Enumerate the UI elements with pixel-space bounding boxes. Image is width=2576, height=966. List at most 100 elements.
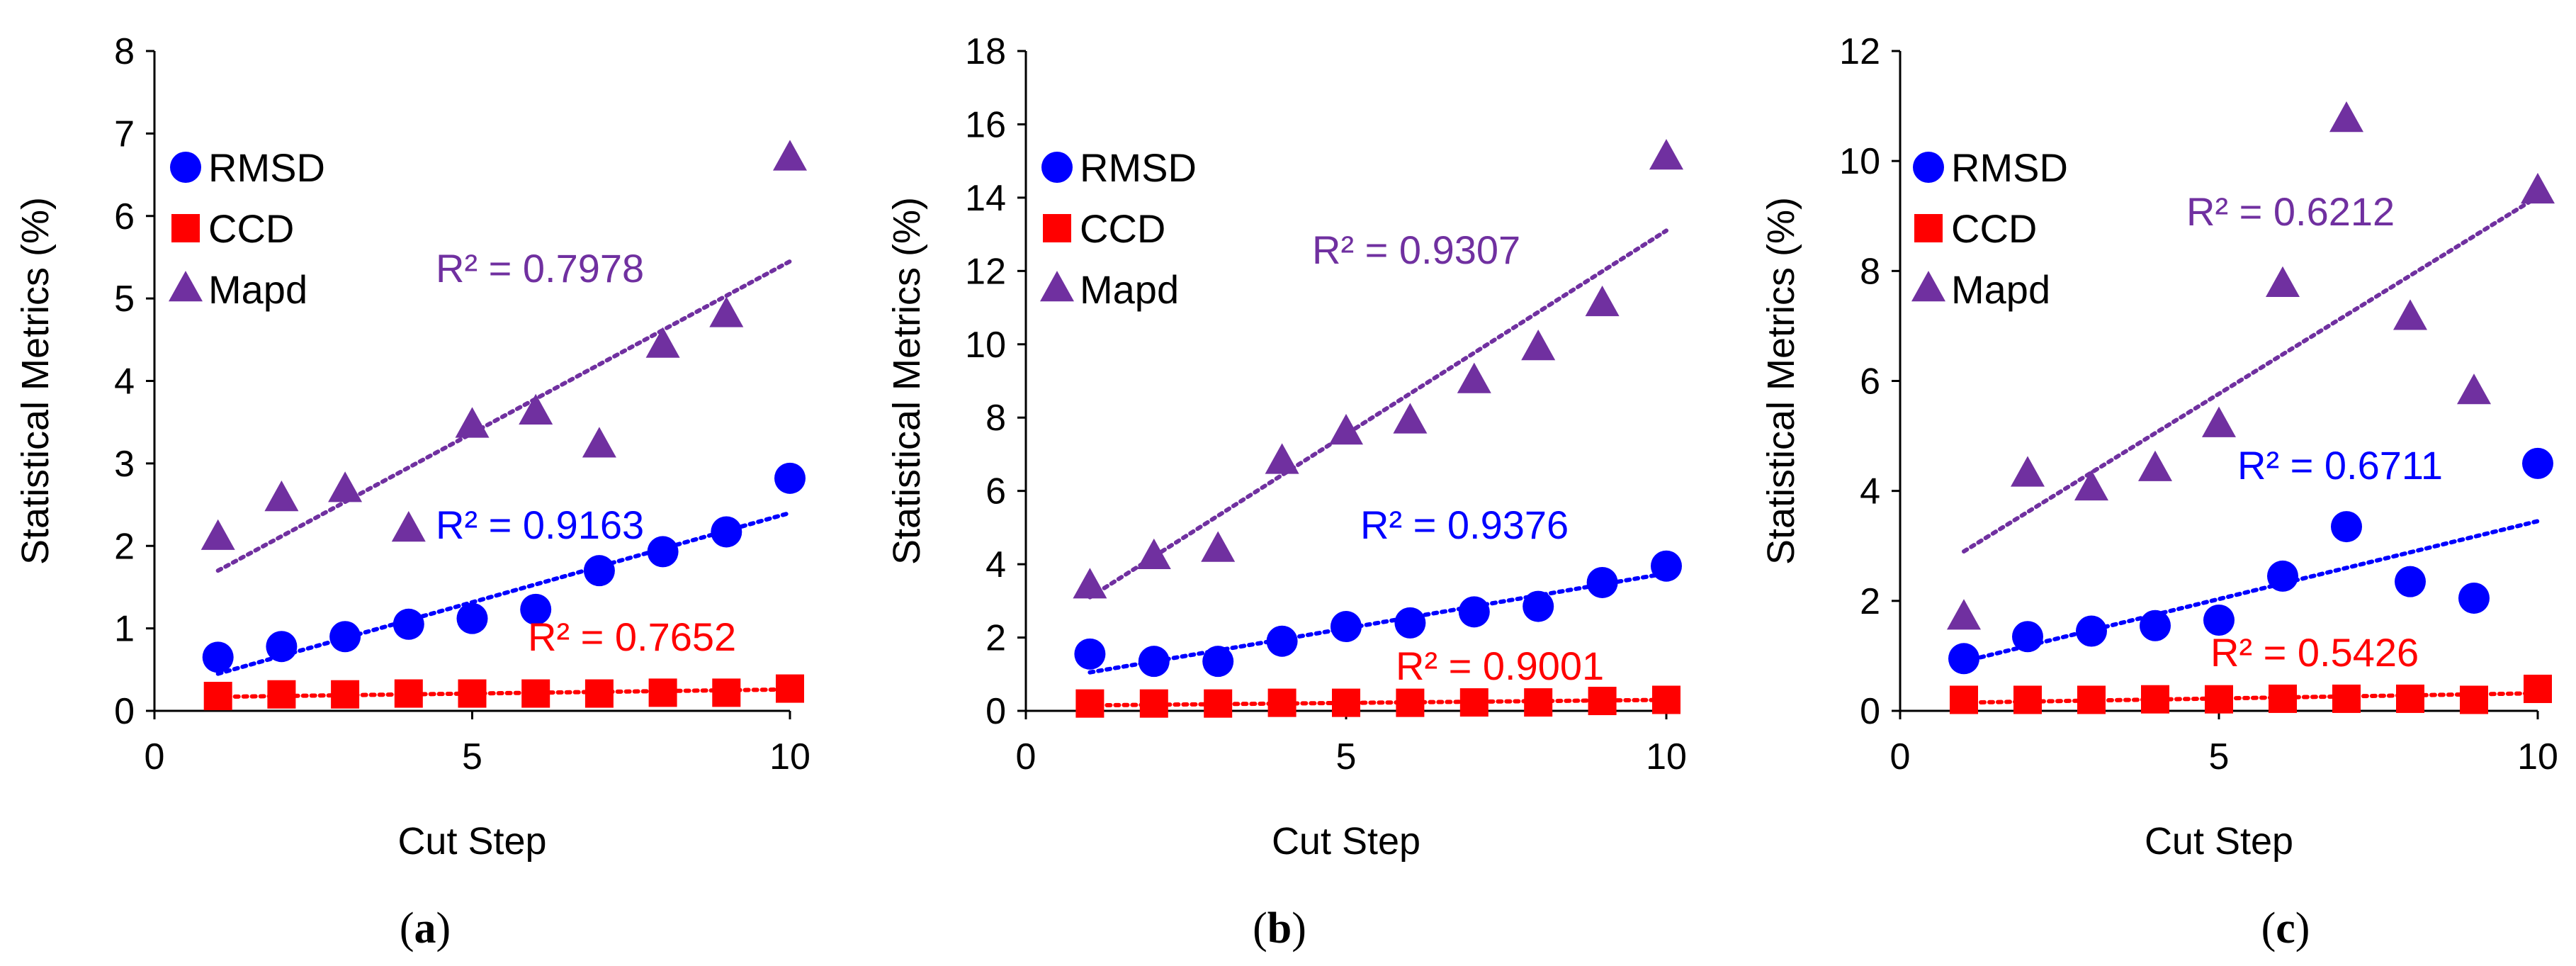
mapd-data-point [1201, 531, 1236, 562]
legend-mapd-label: Mapd [1080, 267, 1179, 312]
rmsd-data-point [1394, 607, 1426, 639]
legend-mapd-marker [1911, 271, 1945, 302]
ccd-data-point [2205, 685, 2233, 714]
y-tick-label: 6 [985, 471, 1006, 512]
ccd-data-point [1332, 688, 1360, 717]
mapd-data-point [773, 140, 807, 171]
y-tick-label: 10 [1839, 141, 1880, 182]
rmsd-r2-label: R² = 0.9376 [1360, 502, 1569, 547]
rmsd-data-point [1523, 590, 1554, 622]
rmsd-data-point [2331, 511, 2362, 543]
legend-mapd-label: Mapd [1951, 267, 2050, 312]
rmsd-data-point [392, 608, 424, 640]
mapd-trendline [1088, 228, 1668, 600]
y-tick-label: 10 [965, 325, 1006, 366]
mapd-data-point [2521, 172, 2555, 204]
rmsd-data-point [2458, 582, 2490, 614]
mapd-data-point [2138, 450, 2172, 481]
ccd-data-point [584, 679, 614, 708]
legend-rmsd-label: RMSD [1080, 145, 1197, 190]
panel-caption: (c) [2261, 904, 2310, 953]
rmsd-data-point [1948, 643, 1979, 675]
ccd-data-point [1396, 688, 1425, 717]
x-tick-label: 5 [1336, 736, 1357, 777]
rmsd-data-point [774, 462, 806, 494]
mapd-data-point [1265, 443, 1299, 474]
legend-rmsd-marker [1041, 152, 1073, 183]
ccd-data-point [203, 682, 232, 711]
x-tick-label: 0 [1890, 736, 1911, 777]
y-tick-label: 8 [114, 31, 135, 72]
y-tick-label: 12 [965, 251, 1006, 292]
ccd-r2-label: R² = 0.7652 [528, 614, 736, 659]
legend-ccd-marker [171, 214, 200, 242]
y-tick-label: 16 [965, 104, 1006, 145]
x-tick-label: 10 [2517, 736, 2558, 777]
y-tick-label: 8 [1860, 251, 1880, 292]
mapd-trendline [1962, 194, 2540, 554]
mapd-r2-label: R² = 0.9307 [1312, 228, 1520, 272]
legend-rmsd-marker [1913, 152, 1944, 183]
ccd-data-point [776, 674, 804, 703]
legend-rmsd-label: RMSD [208, 145, 325, 190]
rmsd-data-point [1651, 550, 1682, 582]
mapd-data-point [2457, 374, 2491, 405]
ccd-r2-label: R² = 0.5426 [2210, 630, 2419, 675]
rmsd-data-point [520, 593, 552, 625]
legend-rmsd-label: RMSD [1951, 145, 2068, 190]
y-tick-label: 18 [965, 31, 1006, 72]
x-tick-label: 0 [1016, 736, 1036, 777]
ccd-trendline [215, 687, 792, 700]
y-tick-label: 7 [114, 113, 135, 155]
y-tick-label: 8 [985, 398, 1006, 439]
rmsd-trendline [215, 510, 792, 676]
rmsd-data-point [2076, 615, 2107, 647]
mapd-data-point [328, 471, 363, 502]
x-axis-label: Cut Step [2145, 820, 2293, 863]
ccd-data-point [2077, 685, 2106, 714]
rmsd-data-point [329, 621, 361, 653]
ccd-trendline [1088, 697, 1668, 708]
rmsd-trendline [1088, 571, 1668, 675]
ccd-data-point [1204, 689, 1233, 718]
y-axis-label: Statistical Metrics (%) [1760, 197, 1802, 565]
mapd-r2-label: R² = 0.7978 [436, 246, 644, 291]
ccd-data-point [1950, 685, 1978, 714]
mapd-data-point [391, 511, 426, 542]
ccd-data-point [521, 679, 550, 708]
x-axis-label: Cut Step [1272, 820, 1420, 863]
mapd-data-point [519, 393, 553, 425]
rmsd-data-point [202, 641, 234, 673]
ccd-data-point [2269, 684, 2297, 713]
y-axis-label: Statistical Metrics (%) [886, 197, 928, 565]
y-tick-label: 2 [985, 618, 1006, 659]
y-tick-label: 0 [985, 691, 1006, 732]
mapd-data-point [1585, 285, 1620, 317]
y-tick-label: 5 [114, 279, 135, 320]
y-tick-label: 14 [965, 178, 1006, 219]
x-tick-label: 5 [462, 736, 482, 777]
mapd-data-point [2202, 406, 2236, 437]
mapd-data-point [1947, 599, 1981, 630]
rmsd-data-point [2012, 621, 2043, 653]
rmsd-data-point [1586, 566, 1618, 598]
legend-mapd-marker [1040, 271, 1074, 302]
panel-caption: (b) [1253, 904, 1306, 953]
mapd-data-point [1649, 139, 1683, 170]
legend-ccd-marker [1914, 214, 1943, 242]
y-tick-label: 4 [985, 544, 1006, 585]
rmsd-data-point [2203, 604, 2235, 636]
legend-mapd-marker [169, 271, 203, 302]
x-tick-label: 10 [769, 736, 810, 777]
ccd-data-point [2013, 685, 2042, 714]
mapd-data-point [582, 427, 616, 458]
y-tick-label: 2 [114, 526, 135, 567]
ccd-data-point [2141, 685, 2169, 714]
legend-mapd-label: Mapd [208, 267, 307, 312]
rmsd-data-point [711, 516, 742, 548]
legend-ccd-label: CCD [1951, 206, 2037, 251]
mapd-data-point [1521, 330, 1556, 361]
chart-panel-b: 0 2 4 6 8 10 12 14 16 18 0 5 10 Cut Step Statistical M… [886, 31, 1687, 953]
legend-ccd-label: CCD [208, 206, 294, 251]
y-tick-label: 4 [114, 361, 135, 403]
